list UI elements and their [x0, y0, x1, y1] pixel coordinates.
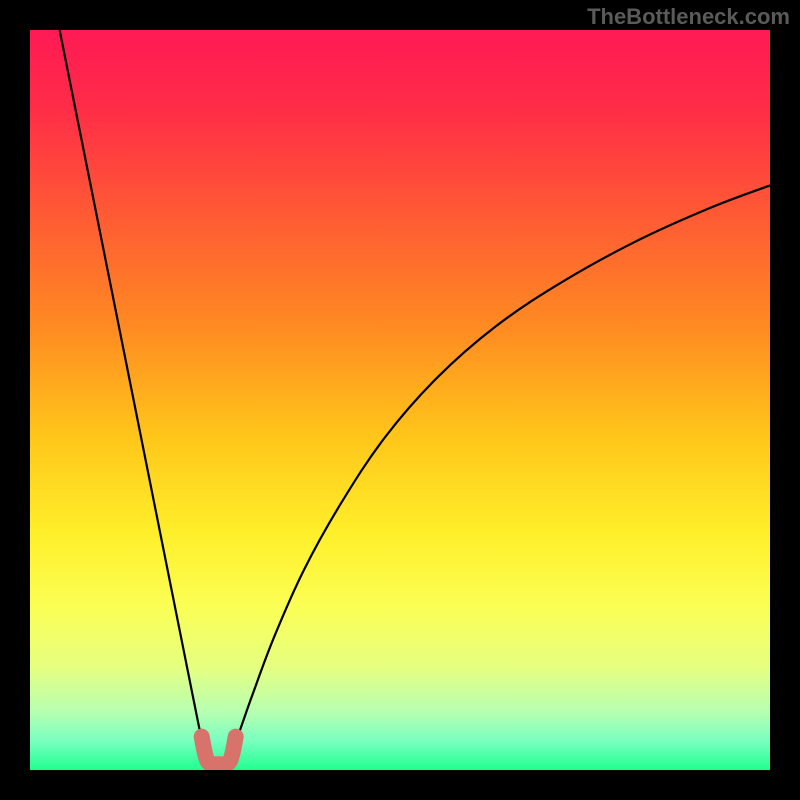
plot-area [30, 30, 770, 770]
gradient-background [30, 30, 770, 770]
watermark-text: TheBottleneck.com [587, 4, 790, 30]
figure-container: TheBottleneck.com [0, 0, 800, 800]
chart-svg [30, 30, 770, 770]
